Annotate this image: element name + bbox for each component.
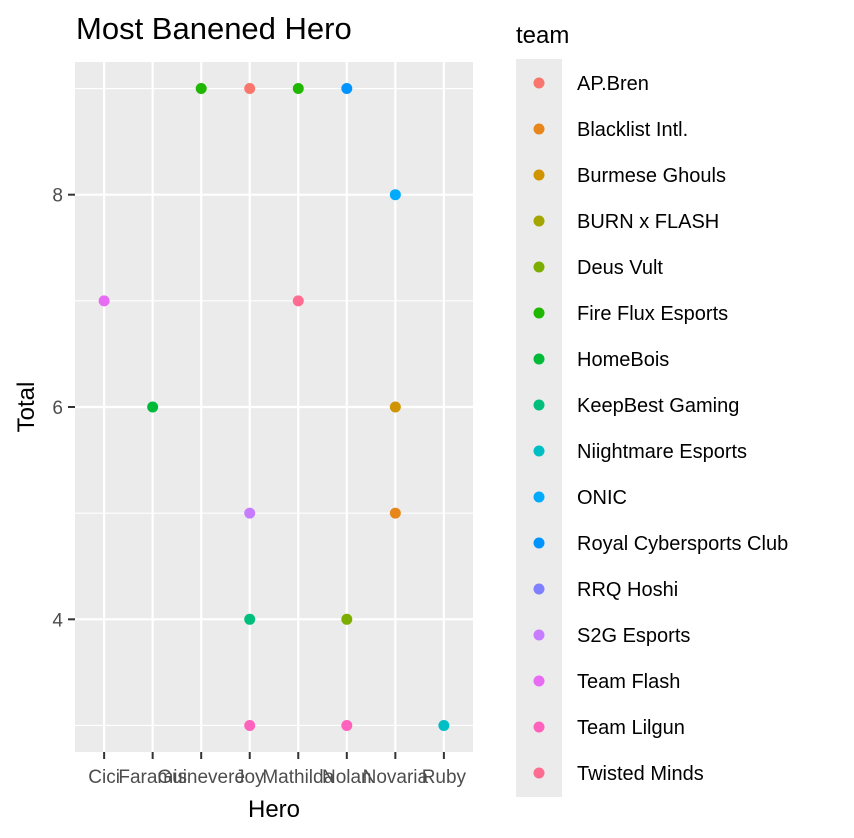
legend-key (533, 169, 545, 181)
y-tick-label: 8 (52, 186, 63, 207)
data-point (389, 401, 401, 413)
data-point (244, 507, 256, 519)
legend-label: Deus Vult (577, 257, 663, 279)
x-tick-label: Guinevere (157, 767, 245, 788)
x-tick-label: Nolan (322, 767, 372, 788)
data-point (341, 83, 353, 95)
legend-label: Fire Flux Esports (577, 303, 728, 325)
y-axis-label: Total (13, 382, 40, 433)
legend-items: AP.Bren Blacklist Intl. Burmese Ghouls BURN… (533, 73, 788, 785)
legend-key (533, 537, 545, 549)
legend-key (533, 583, 545, 595)
legend-key (533, 123, 545, 135)
legend-label: BURN x FLASH (577, 211, 719, 233)
legend-key (533, 629, 545, 641)
legend-key (533, 399, 545, 411)
x-tick-label: Faramis (118, 767, 187, 788)
legend-label: RRQ Hoshi (577, 579, 678, 601)
legend-key (533, 675, 545, 687)
x-tick-label: Mathilda (262, 767, 334, 788)
legend-label: KeepBest Gaming (577, 395, 739, 417)
data-point (292, 295, 304, 307)
x-axis-label: Hero (248, 796, 300, 823)
y-axis: 4 6 8 (52, 186, 75, 631)
legend-key (533, 261, 545, 273)
y-tick-label: 6 (52, 398, 63, 419)
data-point (341, 613, 353, 625)
x-axis: CiciFaramisGuinevereJoyMathildaNolanNova… (88, 752, 467, 788)
chart-title: Most Banened Hero (76, 11, 352, 46)
x-tick-label: Cici (88, 767, 120, 788)
data-point (292, 83, 304, 95)
y-tick-label: 4 (52, 610, 63, 631)
data-point (244, 719, 256, 731)
legend-label: Team Lilgun (577, 717, 685, 739)
data-point (438, 719, 450, 731)
legend-label: Burmese Ghouls (577, 165, 726, 187)
data-point (244, 83, 256, 95)
data-point (341, 719, 353, 731)
data-point (244, 613, 256, 625)
data-point (147, 401, 159, 413)
legend-key (533, 215, 545, 227)
legend-key (533, 767, 545, 779)
legend-key (533, 721, 545, 733)
legend-label: HomeBois (577, 349, 669, 371)
data-point (389, 189, 401, 201)
data-point (389, 507, 401, 519)
legend-title: team (516, 22, 569, 49)
legend-key (533, 307, 545, 319)
data-point (98, 295, 110, 307)
legend-key (533, 445, 545, 457)
legend: team AP.Bren Blacklist Intl. Burmese Ghoul… (516, 22, 788, 797)
x-tick-label: Ruby (422, 767, 467, 788)
legend-label: ONIC (577, 487, 627, 509)
data-point (195, 83, 207, 95)
legend-label: Niightmare Esports (577, 441, 747, 463)
legend-key (533, 491, 545, 503)
x-tick-label: Joy (235, 767, 265, 788)
legend-key (533, 77, 545, 89)
x-tick-label: Novaria (363, 767, 429, 788)
legend-label: Blacklist Intl. (577, 119, 688, 141)
legend-label: S2G Esports (577, 625, 690, 647)
legend-label: Royal Cybersports Club (577, 533, 788, 555)
minor-gridlines (75, 87, 473, 727)
legend-label: Twisted Minds (577, 763, 704, 785)
legend-label: Team Flash (577, 671, 680, 693)
legend-label: AP.Bren (577, 73, 649, 95)
legend-key (533, 353, 545, 365)
legend-key-background (516, 59, 562, 797)
data-points (98, 83, 450, 731)
